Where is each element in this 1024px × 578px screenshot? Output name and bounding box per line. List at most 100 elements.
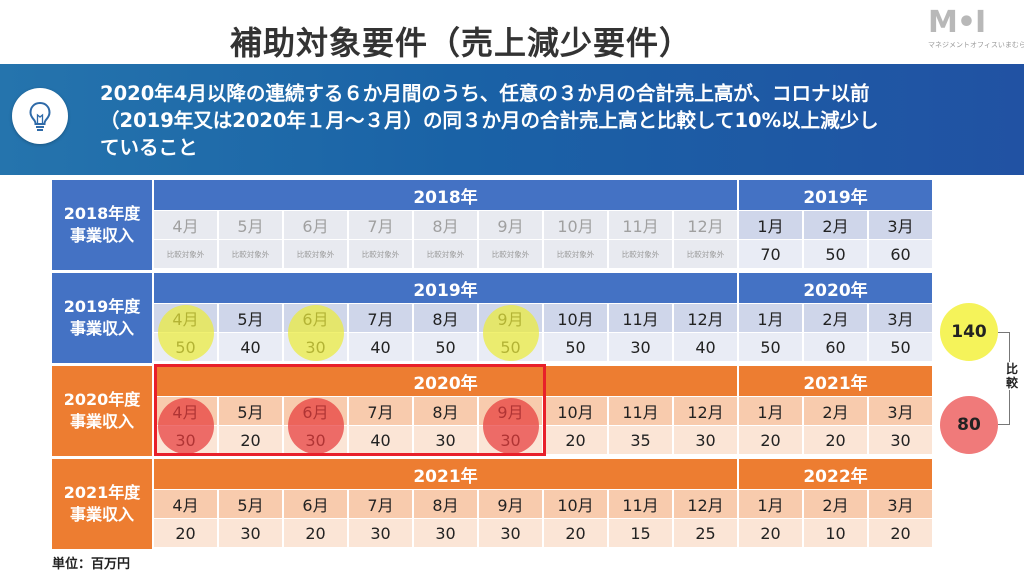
value-cell: 20 — [739, 426, 802, 454]
value-cell: 50 — [869, 333, 932, 361]
value-cell: 20 — [804, 426, 867, 454]
month-cell: 1月 — [739, 211, 802, 239]
highlight-red-circle — [287, 398, 344, 454]
sum-after-badge: 80 — [940, 396, 998, 454]
month-cell: 3月 — [869, 490, 932, 518]
highlight-red-circle — [157, 398, 214, 454]
month-cell: 2月 — [804, 304, 867, 332]
fiscal-year-label: 2020年度 事業収入 — [52, 366, 152, 456]
fiscal-year-label: 2021年度 事業収入 — [52, 459, 152, 549]
year-header: 2020年 — [154, 366, 737, 396]
value-cell: 25 — [674, 519, 737, 547]
month-cell: 8月 — [414, 397, 477, 425]
month-cell: 12月 — [674, 397, 737, 425]
month-cell: 3月 — [869, 397, 932, 425]
month-cell: 5月 — [219, 397, 282, 425]
highlight-yellow-circle — [482, 305, 539, 361]
month-cell: 12月 — [674, 304, 737, 332]
month-cell: 10月 — [544, 211, 607, 239]
value-cell: 30 — [414, 426, 477, 454]
value-cell: 40 — [349, 333, 412, 361]
value-cell: 20 — [284, 519, 347, 547]
month-cell: 4月 — [154, 211, 217, 239]
value-cell: 60 — [869, 240, 932, 268]
month-cell: 7月 — [349, 304, 412, 332]
excluded-note: 比較対象外 — [686, 249, 725, 259]
month-cell: 11月 — [609, 304, 672, 332]
year-header: 2019年 — [154, 273, 737, 303]
value-cell: 20 — [219, 426, 282, 454]
month-cell: 5月 — [219, 304, 282, 332]
value-cell: 比較対象外 — [414, 240, 477, 268]
excluded-note: 比較対象外 — [556, 249, 595, 259]
excluded-note: 比較対象外 — [491, 249, 530, 259]
logo-mark: M•I — [928, 5, 986, 40]
requirement-banner — [0, 64, 1024, 175]
value-cell: 40 — [349, 426, 412, 454]
year-header-row: 2018年 2019年 — [154, 180, 932, 210]
month-cell: 10月 — [544, 397, 607, 425]
month-cell: 5月 — [219, 490, 282, 518]
value-cell: 30 — [674, 426, 737, 454]
year-header: 2018年 — [154, 180, 737, 210]
comparison-frame — [154, 364, 546, 456]
month-cell: 3月 — [869, 211, 932, 239]
value-cell: 比較対象外 — [349, 240, 412, 268]
fiscal-year-label-caption: 事業収入 — [69, 319, 134, 338]
value-cell: 20 — [544, 426, 607, 454]
lightbulb-icon — [12, 88, 68, 144]
value-cell: 30 — [609, 333, 672, 361]
value-cell: 40 — [219, 333, 282, 361]
month-cell: 1月 — [739, 490, 802, 518]
fiscal-year-label: 2019年度 事業収入 — [52, 273, 152, 363]
month-cell: 10月 — [544, 490, 607, 518]
year-header: 2021年 — [739, 366, 932, 396]
value-cell: 30 — [869, 426, 932, 454]
highlight-yellow-circle — [157, 305, 214, 361]
month-cell: 5月 — [219, 211, 282, 239]
fiscal-year-label-caption: 事業収入 — [69, 505, 134, 524]
month-cell: 9月 — [479, 211, 542, 239]
highlight-yellow-circle — [287, 305, 344, 361]
month-cell: 11月 — [609, 211, 672, 239]
month-cell: 7月 — [349, 490, 412, 518]
value-cell: 40 — [674, 333, 737, 361]
excluded-note: 比較対象外 — [166, 249, 205, 259]
month-cell: 1月 — [739, 397, 802, 425]
excluded-note: 比較対象外 — [231, 249, 270, 259]
value-cell: 35 — [609, 426, 672, 454]
year-header-row: 2020年 2021年 — [154, 366, 932, 396]
month-cell: 2月 — [804, 397, 867, 425]
month-cell: 10月 — [544, 304, 607, 332]
highlight-red-circle — [482, 398, 539, 454]
year-header: 2021年 — [154, 459, 737, 489]
value-cell: 10 — [804, 519, 867, 547]
fiscal-year-label-caption: 事業収入 — [69, 226, 134, 245]
excluded-note: 比較対象外 — [621, 249, 660, 259]
value-cell: 20 — [544, 519, 607, 547]
value-cell: 比較対象外 — [609, 240, 672, 268]
month-cell: 7月 — [349, 211, 412, 239]
month-cell: 3月 — [869, 304, 932, 332]
value-cell: 50 — [544, 333, 607, 361]
fiscal-year-label-year: 2018年度 — [63, 204, 141, 223]
month-cell: 2月 — [804, 490, 867, 518]
value-cell: 30 — [414, 519, 477, 547]
compare-char: 較 — [1005, 376, 1018, 390]
month-cell: 11月 — [609, 397, 672, 425]
fiscal-year-label: 2018年度 事業収入 — [52, 180, 152, 270]
year-header: 2020年 — [739, 273, 932, 303]
fiscal-year-label-caption: 事業収入 — [69, 412, 134, 431]
year-header-row: 2019年 2020年 — [154, 273, 932, 303]
month-cell: 6月 — [284, 211, 347, 239]
requirement-text: 2020年4月以降の連続する６か月間のうち、任意の３か月の合計売上高が、コロナ以… — [100, 80, 1000, 161]
month-cell: 8月 — [414, 211, 477, 239]
page-title: 補助対象要件（売上減少要件） — [230, 24, 693, 62]
month-cell: 11月 — [609, 490, 672, 518]
excluded-note: 比較対象外 — [361, 249, 400, 259]
year-header: 2022年 — [739, 459, 932, 489]
